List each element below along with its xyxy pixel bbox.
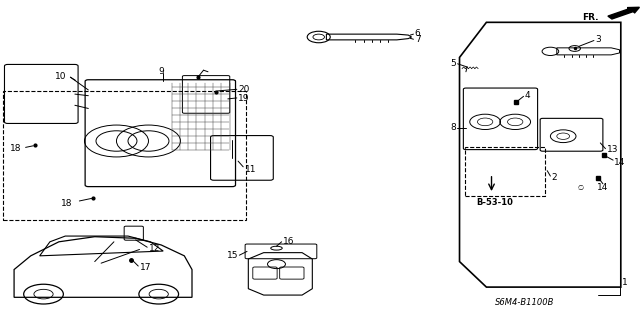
Text: 14: 14 xyxy=(596,183,608,192)
Text: 18: 18 xyxy=(61,199,73,208)
Text: 5: 5 xyxy=(450,59,456,68)
Text: 14: 14 xyxy=(614,158,626,167)
Text: 2: 2 xyxy=(552,173,557,182)
Text: 4: 4 xyxy=(525,91,531,100)
Text: 16: 16 xyxy=(283,237,294,246)
Text: 18: 18 xyxy=(10,145,22,153)
Text: 10: 10 xyxy=(55,72,67,81)
Circle shape xyxy=(313,34,324,40)
Bar xyxy=(3,91,246,220)
Text: 19: 19 xyxy=(238,94,250,103)
Text: 7: 7 xyxy=(415,35,420,44)
Text: ∅: ∅ xyxy=(577,185,584,191)
Text: B-53-10: B-53-10 xyxy=(476,198,513,207)
Text: 15: 15 xyxy=(227,251,238,260)
FancyArrow shape xyxy=(608,7,639,19)
Text: 17: 17 xyxy=(140,263,151,272)
Text: 8: 8 xyxy=(450,123,456,132)
Text: S6M4-B1100B: S6M4-B1100B xyxy=(495,298,554,307)
Text: 3: 3 xyxy=(595,35,601,44)
Bar xyxy=(465,147,545,196)
Text: 13: 13 xyxy=(607,145,618,154)
Text: 20: 20 xyxy=(238,85,250,94)
Text: 9: 9 xyxy=(159,67,164,76)
Text: FR.: FR. xyxy=(582,13,599,22)
Text: 6: 6 xyxy=(415,29,420,38)
Text: 1: 1 xyxy=(622,278,628,287)
Text: 11: 11 xyxy=(244,165,256,174)
Text: 12: 12 xyxy=(148,244,160,253)
